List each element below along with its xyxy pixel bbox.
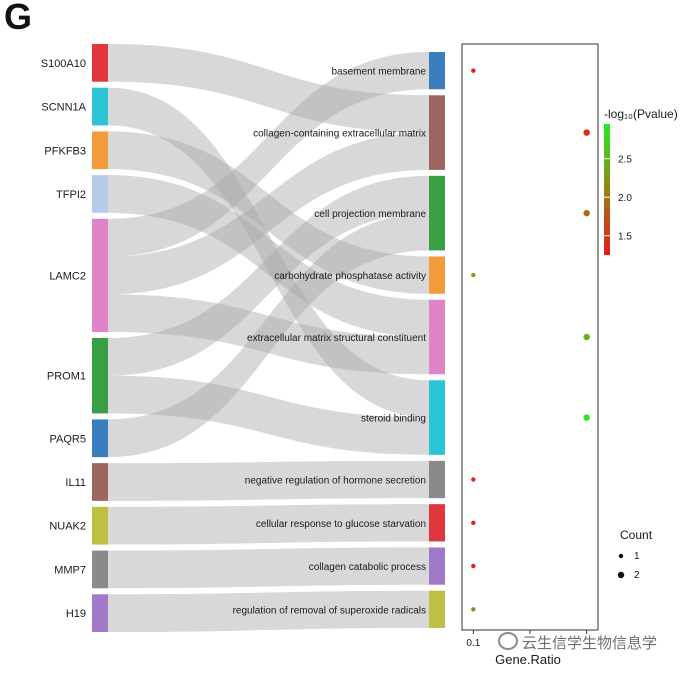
gene-label-h19: H19 <box>66 608 86 620</box>
term-node-basement-membrane <box>429 52 445 90</box>
dot-negative-regulation-of-hormone-secretion <box>471 477 476 482</box>
ribbons-layer <box>108 44 429 632</box>
ribbon-lamc2-to-collagen-containing-extracellular-matrix <box>108 132 429 295</box>
term-nodes-layer: basement membrane collagen-containing ext… <box>233 52 445 628</box>
term-label-basement-membrane: basement membrane <box>332 67 427 78</box>
count-legend-title: Count <box>620 528 653 542</box>
term-label-steroid-binding: steroid binding <box>361 414 426 425</box>
x-tick-label-0: 0.1 <box>466 638 480 649</box>
gene-node-mmp7 <box>92 550 108 589</box>
term-node-collagen-catabolic-process <box>429 547 445 585</box>
dot-cellular-response-to-glucose-starvation <box>471 520 476 525</box>
term-node-carbohydrate-phosphatase-activity <box>429 256 445 294</box>
watermark-text: 云生信学生物信息学 <box>522 634 658 652</box>
ribbon-prom1-to-cell-projection-membrane <box>108 175 429 376</box>
gene-node-scnn1a <box>92 87 108 126</box>
gene-label-pfkfb3: PFKFB3 <box>44 145 86 157</box>
ribbon-mmp7-to-collagen-catabolic-process <box>108 547 429 589</box>
ribbon-s100a10-to-collagen-containing-extracellular-matrix <box>108 44 429 133</box>
term-label-cellular-response-to-glucose-starvation: cellular response to glucose starvation <box>256 519 426 530</box>
x-axis-title: Gene.Ratio <box>495 652 561 667</box>
ribbon-paqr5-to-cell-projection-membrane <box>108 213 429 458</box>
gene-label-s100a10: S100A10 <box>41 58 86 70</box>
gene-label-paqr5: PAQR5 <box>50 433 86 445</box>
gene-node-h19 <box>92 594 108 632</box>
term-node-regulation-of-removal-of-superoxide-radicals <box>429 590 445 628</box>
gene-nodes-layer: S100A10 SCNN1A PFKFB3 TFPI2 LAMC2 PROM1 PAQR5 I… <box>41 44 108 632</box>
ribbon-il11-to-negative-regulation-of-hormone-secretion <box>108 460 429 501</box>
ribbon-h19-to-regulation-of-removal-of-superoxide-radicals <box>108 590 429 632</box>
count-legend-label-1: 1 <box>634 551 640 562</box>
gene-label-mmp7: MMP7 <box>54 564 86 576</box>
colorbar-title: -log₁₀(Pvalue) <box>604 107 678 121</box>
dot-steroid-binding <box>583 414 590 421</box>
dot-collagen-containing-extracellular-matrix <box>583 129 590 136</box>
dot-carbohydrate-phosphatase-activity <box>471 272 476 278</box>
dot-regulation-of-removal-of-superoxide-radicals <box>471 607 476 612</box>
term-node-negative-regulation-of-hormone-secretion <box>429 460 445 499</box>
dot-cell-projection-membrane <box>583 209 590 217</box>
count-legend-dot-1 <box>618 553 624 559</box>
gene-label-tfpi2: TFPI2 <box>56 189 86 201</box>
colorbar-legend: -log₁₀(Pvalue) 1.5 2.0 2.5 <box>604 107 678 255</box>
gene-node-s100a10 <box>92 44 108 82</box>
count-legend-label-2: 2 <box>634 570 640 581</box>
ribbon-lamc2-to-extracellular-matrix-structural-constituent <box>108 294 429 375</box>
colorbar-bar <box>604 124 610 255</box>
ribbon-prom1-to-steroid-binding <box>108 375 429 455</box>
colorbar-tick-label-0: 1.5 <box>618 232 632 243</box>
term-node-collagen-containing-extracellular-matrix <box>429 95 445 170</box>
gene-node-prom1 <box>92 338 108 414</box>
ribbon-tfpi2-to-extracellular-matrix-structural-constituent <box>108 175 429 337</box>
dot-extracellular-matrix-structural-constituent <box>583 333 590 341</box>
dotplot-frame <box>461 43 599 631</box>
panel-label: G <box>4 0 33 37</box>
dotplot-panel: 0.1 Gene.Ratio <box>461 43 599 667</box>
dot-basement-membrane <box>471 68 476 73</box>
watermark: 云生信学生物信息学 <box>498 632 657 653</box>
ribbon-nuak2-to-cellular-response-to-glucose-starvation <box>108 504 429 545</box>
count-legend-dot-2 <box>617 571 625 579</box>
gene-node-pfkfb3 <box>92 131 108 170</box>
term-node-cell-projection-membrane <box>429 175 445 251</box>
count-legend: Count 1 2 <box>617 528 653 581</box>
ribbon-scnn1a-to-steroid-binding <box>108 87 429 418</box>
gene-node-tfpi2 <box>92 175 108 213</box>
term-label-negative-regulation-of-hormone-secretion: negative regulation of hormone secretion <box>245 476 426 487</box>
gene-node-lamc2 <box>92 218 108 332</box>
term-node-extracellular-matrix-structural-constituent <box>429 299 445 375</box>
term-label-cell-projection-membrane: cell projection membrane <box>314 209 426 220</box>
wechat-icon <box>498 632 518 650</box>
gene-label-prom1: PROM1 <box>47 371 86 383</box>
gene-label-il11: IL11 <box>65 477 86 489</box>
term-label-carbohydrate-phosphatase-activity: carbohydrate phosphatase activity <box>274 271 426 282</box>
gene-label-lamc2: LAMC2 <box>49 270 86 282</box>
colorbar-tick-label-1: 2.0 <box>618 193 632 204</box>
term-label-regulation-of-removal-of-superoxide-radicals: regulation of removal of superoxide radi… <box>233 605 426 616</box>
term-label-collagen-catabolic-process: collagen catabolic process <box>309 562 426 573</box>
gene-label-scnn1a: SCNN1A <box>41 102 86 114</box>
ribbon-lamc2-to-basement-membrane <box>108 52 429 257</box>
colorbar-tick-label-2: 2.5 <box>618 155 632 166</box>
term-label-collagen-containing-extracellular-matrix: collagen-containing extracellular matrix <box>253 129 426 140</box>
dot-collagen-catabolic-process <box>471 563 476 569</box>
term-node-cellular-response-to-glucose-starvation <box>429 504 445 542</box>
gene-node-il11 <box>92 463 108 501</box>
ribbon-pfkfb3-to-carbohydrate-phosphatase-activity <box>108 131 429 294</box>
gene-node-paqr5 <box>92 419 108 458</box>
term-node-steroid-binding <box>429 380 445 455</box>
term-label-extracellular-matrix-structural-constituent: extracellular matrix structural constitu… <box>247 333 426 344</box>
gene-label-nuak2: NUAK2 <box>49 521 86 533</box>
gene-node-nuak2 <box>92 506 108 545</box>
